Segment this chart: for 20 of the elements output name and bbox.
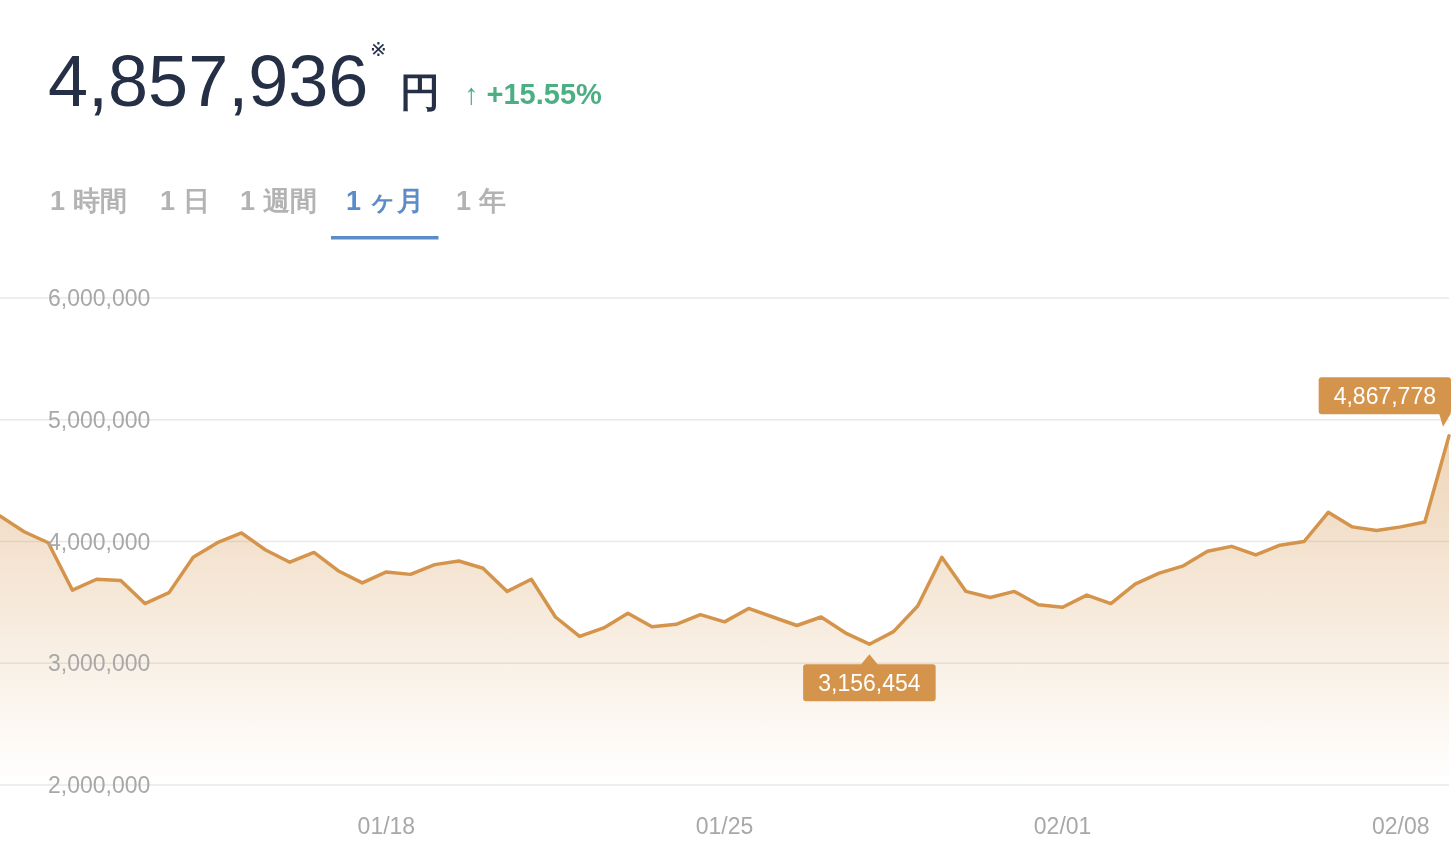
x-tick-label: 02/01: [1033, 813, 1092, 839]
chart-title: 4,857,936: [48, 41, 369, 121]
text: ↑ +15.55%: [464, 78, 603, 110]
text: 1 週間: [240, 186, 317, 216]
text: ※: [370, 38, 387, 60]
x-tick-label: 02/08: [1371, 813, 1430, 839]
x-tick-label: 01/25: [695, 813, 754, 839]
y-tick-label: 5,000,000: [48, 406, 151, 433]
text: 1 ヶ月: [346, 186, 424, 216]
y-tick-label: 6,000,000: [48, 285, 151, 311]
y-tick-label: 2,000,000: [48, 772, 151, 798]
y-tick-label: 4,000,000: [48, 528, 151, 555]
text: 1 時間: [50, 186, 127, 216]
annotation: 4,867,778: [1333, 382, 1436, 409]
y-tick-label: 3,000,000: [48, 650, 151, 677]
x-tick-label: 01/18: [357, 813, 416, 839]
text: 1 年: [456, 186, 506, 216]
text: 円: [400, 70, 440, 114]
text: 1 日: [160, 186, 210, 216]
annotation: 3,156,454: [818, 669, 921, 696]
